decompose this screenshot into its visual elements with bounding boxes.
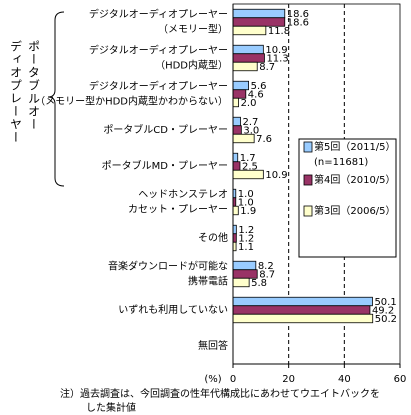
value-label: 49.2: [372, 306, 394, 317]
value-label: 1.0: [238, 189, 254, 200]
y-tick-label: いずれも利用していない: [118, 304, 228, 316]
value-label: 18.6: [287, 18, 309, 29]
value-label: 1.0: [238, 198, 254, 209]
legend-swatch: [303, 174, 313, 186]
bar: [232, 97, 239, 108]
x-tick-label: 40: [338, 374, 351, 385]
value-label: 11.3: [266, 54, 288, 65]
value-label: 5.6: [251, 81, 267, 92]
bar: [232, 205, 239, 216]
bar: [232, 260, 257, 271]
y-tick-label: 音楽ダウンロードが可能な: [108, 260, 228, 273]
legend-swatch: [303, 141, 313, 153]
x-tick-label: 60: [394, 374, 407, 385]
value-label: 10.9: [265, 170, 287, 181]
y-tick-label: 無回答: [198, 339, 228, 352]
y-tick-label: ポータブルMD・プレーヤー: [102, 159, 228, 172]
bar: [232, 80, 249, 91]
x-tick-label: 20: [282, 374, 295, 385]
bar: [232, 277, 250, 288]
value-label: 8.7: [259, 62, 275, 73]
legend-label: 第4回（2010/5）: [314, 173, 396, 186]
value-label: 2.7: [243, 117, 259, 128]
bar: [232, 133, 255, 144]
y-tick-label: デジタルオーディオプレーヤー: [89, 80, 228, 93]
legend-note: (n=11681): [314, 157, 368, 168]
bar: [232, 89, 247, 99]
y-tick-label: （メモリー型かHDD内蔵型かわからない）: [35, 95, 228, 108]
y-tick-label: その他: [198, 231, 228, 244]
value-label: 2.0: [241, 98, 257, 109]
y-tick-label: 携帯電話: [188, 275, 228, 288]
group-label: ポータブルオー: [27, 40, 41, 131]
value-label: 7.6: [256, 134, 272, 145]
value-label: 10.9: [265, 45, 287, 56]
bar: [232, 17, 286, 27]
y-tick-label: （HDD内蔵型）: [155, 59, 228, 72]
y-tick-label: カセット・プレーヤー: [128, 204, 228, 216]
value-label: 50.2: [375, 314, 397, 325]
bar: [232, 233, 237, 243]
bar: [232, 296, 373, 307]
bar: [232, 44, 264, 55]
bar: [232, 152, 239, 163]
y-tick-label: ポータブルCD・プレーヤー: [103, 123, 228, 136]
bar: [232, 169, 264, 180]
value-label: 1.2: [238, 234, 254, 245]
bar: [232, 313, 374, 324]
x-axis-label: (%): [204, 374, 221, 385]
bar: [232, 61, 258, 72]
footnote: 注）過去調査は、今回調査の性年代構成比にあわせてウエイトバックを: [60, 387, 380, 400]
bar: [232, 25, 267, 36]
value-label: 8.7: [259, 270, 275, 281]
bar: [232, 53, 265, 63]
value-label: 2.5: [242, 162, 258, 173]
value-label: 11.8: [268, 26, 290, 37]
bar: [232, 125, 242, 135]
legend-swatch: [303, 205, 313, 217]
value-label: 8.2: [258, 261, 274, 272]
group-brace: [47, 11, 65, 187]
value-label: 1.9: [240, 206, 256, 217]
bar: [232, 305, 371, 315]
y-tick-label: ヘッドホンステレオ: [138, 189, 228, 201]
bar: [232, 161, 241, 171]
value-label: 5.8: [251, 278, 267, 289]
value-label: 1.2: [238, 225, 254, 236]
value-label: 4.6: [248, 90, 264, 101]
value-label: 1.7: [240, 153, 256, 164]
legend-box: [298, 138, 397, 258]
bar: [232, 8, 286, 19]
value-label: 18.6: [287, 9, 309, 20]
y-tick-label: （メモリー型）: [158, 23, 228, 36]
y-tick-label: デジタルオーディオプレーヤー: [89, 44, 228, 57]
plot-frame: [232, 3, 401, 365]
bar: [232, 269, 258, 279]
y-tick-label: デジタルオーディオプレーヤー: [89, 8, 228, 21]
footnote: した集計値: [86, 401, 136, 414]
group-label: ディオプレーヤー: [9, 40, 23, 144]
legend-label: 第5回（2011/5）: [314, 140, 396, 153]
legend-label: 第3回（2006/5）: [314, 204, 396, 217]
x-tick-label: 0: [230, 374, 236, 385]
bar: [232, 224, 237, 235]
value-label: 1.1: [238, 242, 254, 253]
bar: [232, 116, 241, 127]
value-label: 50.1: [374, 297, 396, 308]
value-label: 3.0: [243, 126, 259, 137]
